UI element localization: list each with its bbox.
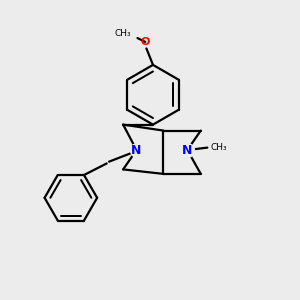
Text: N: N <box>182 143 193 157</box>
Text: CH₃: CH₃ <box>115 29 131 38</box>
Text: N: N <box>131 143 142 157</box>
Text: O: O <box>140 37 150 47</box>
Text: CH₃: CH₃ <box>210 142 227 152</box>
